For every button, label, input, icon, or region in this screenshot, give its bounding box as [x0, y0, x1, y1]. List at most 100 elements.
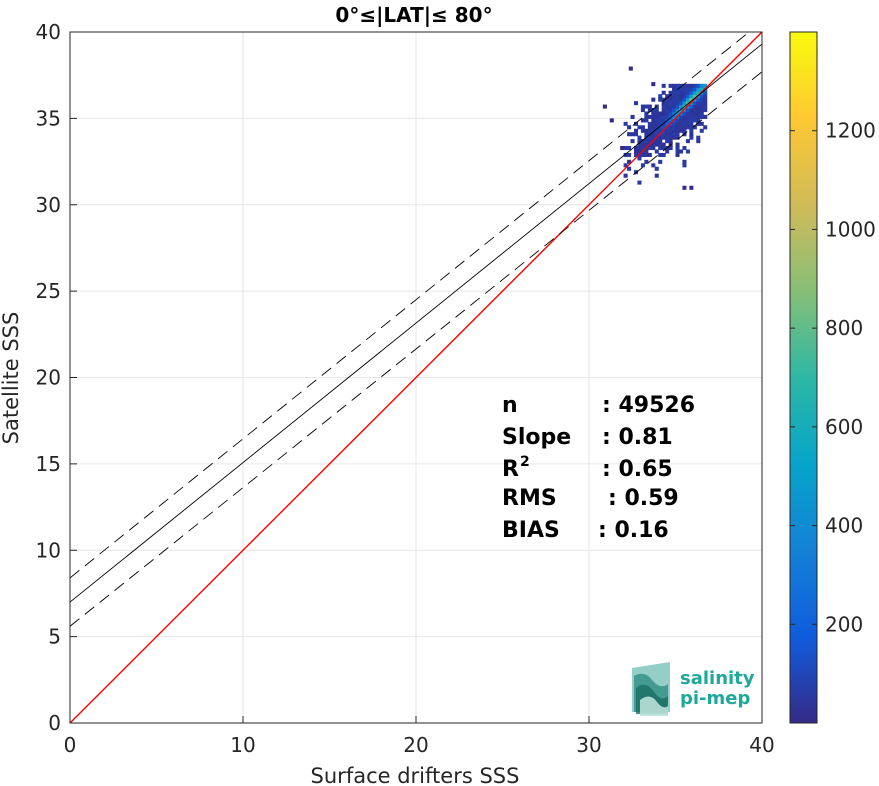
- density-cell: [647, 139, 652, 144]
- density-cell: [633, 101, 639, 106]
- density-cell: [696, 139, 701, 144]
- density-cell: [668, 125, 673, 130]
- density-cell: [633, 146, 639, 151]
- density-cell: [644, 142, 649, 147]
- density-cell: [696, 90, 701, 95]
- density-cell: [696, 111, 701, 116]
- density-cell: [623, 163, 628, 168]
- density-cell: [668, 97, 673, 102]
- density-cell: [682, 101, 687, 106]
- density-cell: [678, 118, 684, 123]
- colorbar-tick-label: 1000: [825, 217, 876, 241]
- density-cell: [682, 97, 687, 102]
- density-cell: [602, 104, 607, 109]
- density-cell: [654, 166, 659, 171]
- density-cell: [675, 97, 680, 102]
- density-cell: [685, 90, 690, 95]
- density-cell: [661, 83, 666, 88]
- density-cell: [651, 125, 656, 130]
- density-cell: [630, 139, 635, 144]
- y-tick-label: 25: [36, 279, 61, 303]
- density-cell: [647, 135, 652, 140]
- density-cell: [637, 139, 642, 144]
- density-cell: [651, 118, 656, 123]
- density-cell: [675, 125, 680, 130]
- stat-label: BIAS: [502, 518, 560, 543]
- density-cell: [654, 142, 659, 147]
- density-cell: [678, 121, 684, 126]
- density-cell: [654, 121, 659, 126]
- density-cell: [689, 90, 694, 95]
- density-cell: [675, 90, 680, 95]
- density-cell: [692, 114, 697, 119]
- density-cell: [665, 149, 670, 154]
- colorbar-tick-label: 400: [825, 514, 863, 538]
- density-cell: [661, 104, 666, 109]
- density-cell: [661, 118, 666, 123]
- density-cell: [633, 152, 639, 157]
- density-cell: [651, 108, 656, 113]
- density-cell: [637, 125, 642, 130]
- density-cell: [689, 185, 694, 190]
- stat-value: : 0.59: [608, 486, 679, 511]
- density-cell: [658, 128, 663, 133]
- density-cell: [627, 166, 632, 171]
- density-cell: [661, 97, 666, 102]
- density-cell: [692, 108, 697, 113]
- density-cell: [682, 94, 687, 99]
- density-cell: [661, 101, 666, 106]
- density-cell: [689, 135, 694, 140]
- density-cell: [689, 121, 694, 126]
- identity-line: [70, 32, 762, 723]
- fit-line: [70, 43, 762, 603]
- density-cell: [640, 125, 645, 130]
- density-cell: [682, 87, 687, 92]
- density-cell: [637, 135, 642, 140]
- density-cell: [675, 142, 680, 147]
- density-cell: [699, 104, 704, 109]
- density-cell: [637, 142, 642, 147]
- density-cell: [699, 94, 704, 99]
- density-cell: [699, 111, 704, 116]
- density-cell: [644, 159, 649, 164]
- density-cell: [637, 156, 642, 161]
- density-cell: [665, 101, 670, 106]
- density-cell: [668, 108, 673, 113]
- density-cell: [654, 149, 659, 154]
- density-cell: [685, 118, 690, 123]
- density-cell: [651, 128, 656, 133]
- y-tick-label: 20: [36, 366, 61, 390]
- density-cell: [692, 87, 697, 92]
- density-cell: [644, 132, 649, 137]
- density-cell: [661, 142, 666, 147]
- density-cell: [678, 94, 684, 99]
- density-cell: [668, 104, 673, 109]
- density-cell: [692, 104, 697, 109]
- stat-value: : 0.81: [602, 425, 673, 450]
- x-tick-label: 30: [576, 733, 601, 757]
- density-cell: [623, 146, 628, 151]
- density-cell: [682, 111, 687, 116]
- density-cell: [685, 83, 690, 88]
- density-cell: [647, 125, 652, 130]
- density-cell: [651, 97, 656, 102]
- density-cell: [665, 108, 670, 113]
- density-cell: [703, 108, 708, 113]
- density-cell: [678, 101, 684, 106]
- density-cell: [682, 90, 687, 95]
- wave-icon: [632, 662, 670, 716]
- density-cell: [703, 97, 708, 102]
- stat-value: : 49526: [602, 393, 695, 418]
- density-cell: [665, 139, 670, 144]
- density-cell: [689, 87, 694, 92]
- density-cell: [672, 97, 677, 102]
- density-cell: [665, 128, 670, 133]
- density-cell: [678, 104, 684, 109]
- density-cell: [658, 139, 663, 144]
- density-cell: [696, 83, 701, 88]
- density-cell: [682, 83, 687, 88]
- density-cell: [685, 87, 690, 92]
- density-cell: [668, 146, 673, 151]
- density-cell: [644, 149, 649, 154]
- density-cell: [675, 132, 680, 137]
